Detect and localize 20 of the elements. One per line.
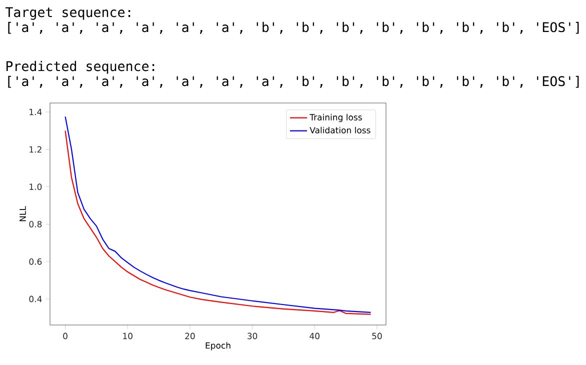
- text: ['a', 'a', 'a', 'a', 'a', 'a', 'a', 'b', 'b', 'b', 'b', 'b', 'b', 'EOS']: [8, 76, 579, 88]
- x-tick-label: 0: [63, 332, 68, 340]
- y-tick-label: 0.4: [29, 296, 42, 302]
- x-tick-label: 20: [185, 332, 195, 340]
- x-tick-label: 40: [310, 332, 320, 340]
- legend-label: Validation loss: [310, 126, 370, 134]
- text: Target sequence:: [6, 7, 130, 20]
- x-tick-label: 10: [123, 332, 132, 340]
- x-tick-label: 30: [248, 332, 258, 340]
- y-tick-label: 1.2: [30, 146, 42, 153]
- x-axis-title: Epoch: [206, 342, 230, 350]
- text: ['a', 'a', 'a', 'a', 'a', 'a', 'b', 'b', 'b', 'b', 'b', 'b', 'b', 'EOS']: [8, 22, 579, 34]
- y-tick-label: 0.8: [29, 220, 42, 228]
- text: Predicted sequence:: [6, 60, 154, 74]
- x-tick-label: 50: [372, 332, 382, 340]
- y-tick-label: 1.4: [30, 108, 42, 116]
- y-tick-label: 0.6: [29, 258, 42, 265]
- y-tick-label: 1.0: [30, 184, 42, 190]
- legend-label: Training loss: [310, 114, 362, 122]
- y-axis-title: NLL: [20, 206, 26, 222]
